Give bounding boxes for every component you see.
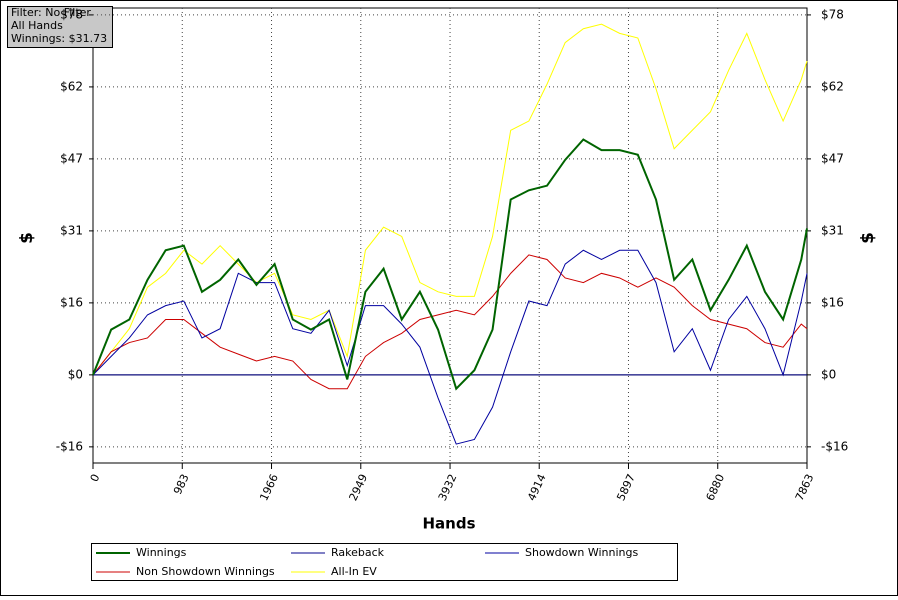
y2-tick-label: $47 [821, 151, 844, 165]
y2-axis-label: $ [858, 232, 878, 244]
legend-label: Rakeback [331, 546, 385, 559]
info-box [7, 6, 113, 48]
series-line [92, 138, 808, 391]
y2-tick-label: $31 [821, 223, 844, 237]
plot-area [92, 7, 808, 464]
y2-tick-label: $0 [821, 367, 836, 381]
legend-label: Winnings [136, 546, 187, 559]
info-text: Filter: No Filter [11, 6, 91, 19]
y-tick-label: $78 [60, 7, 83, 21]
y-tick-label: $16 [60, 295, 83, 309]
y2-tick-label: $78 [821, 7, 844, 21]
series-line [92, 249, 808, 445]
legend-label: Showdown Winnings [525, 546, 639, 559]
y-tick-label: $31 [60, 223, 83, 237]
legend [91, 543, 678, 581]
y-tick-label: -$16 [56, 439, 83, 453]
x-axis-label: Hands [422, 515, 475, 533]
y-tick-label: $47 [60, 151, 83, 165]
y-tick-label: $62 [60, 79, 83, 93]
info-text: Winnings: $31.73 [11, 32, 107, 45]
series-line [92, 254, 808, 390]
y2-tick-label: $62 [821, 79, 844, 93]
y-axis-label: $ [17, 232, 37, 244]
info-text: All Hands [11, 19, 63, 32]
y-tick-label: $0 [68, 367, 83, 381]
legend-label: Non Showdown Winnings [136, 565, 275, 578]
x-tick-label: 0 [88, 472, 103, 484]
y2-tick-label: -$16 [821, 439, 848, 453]
legend-label: All-In EV [331, 565, 377, 578]
y2-tick-label: $16 [821, 295, 844, 309]
series-line [92, 23, 808, 376]
